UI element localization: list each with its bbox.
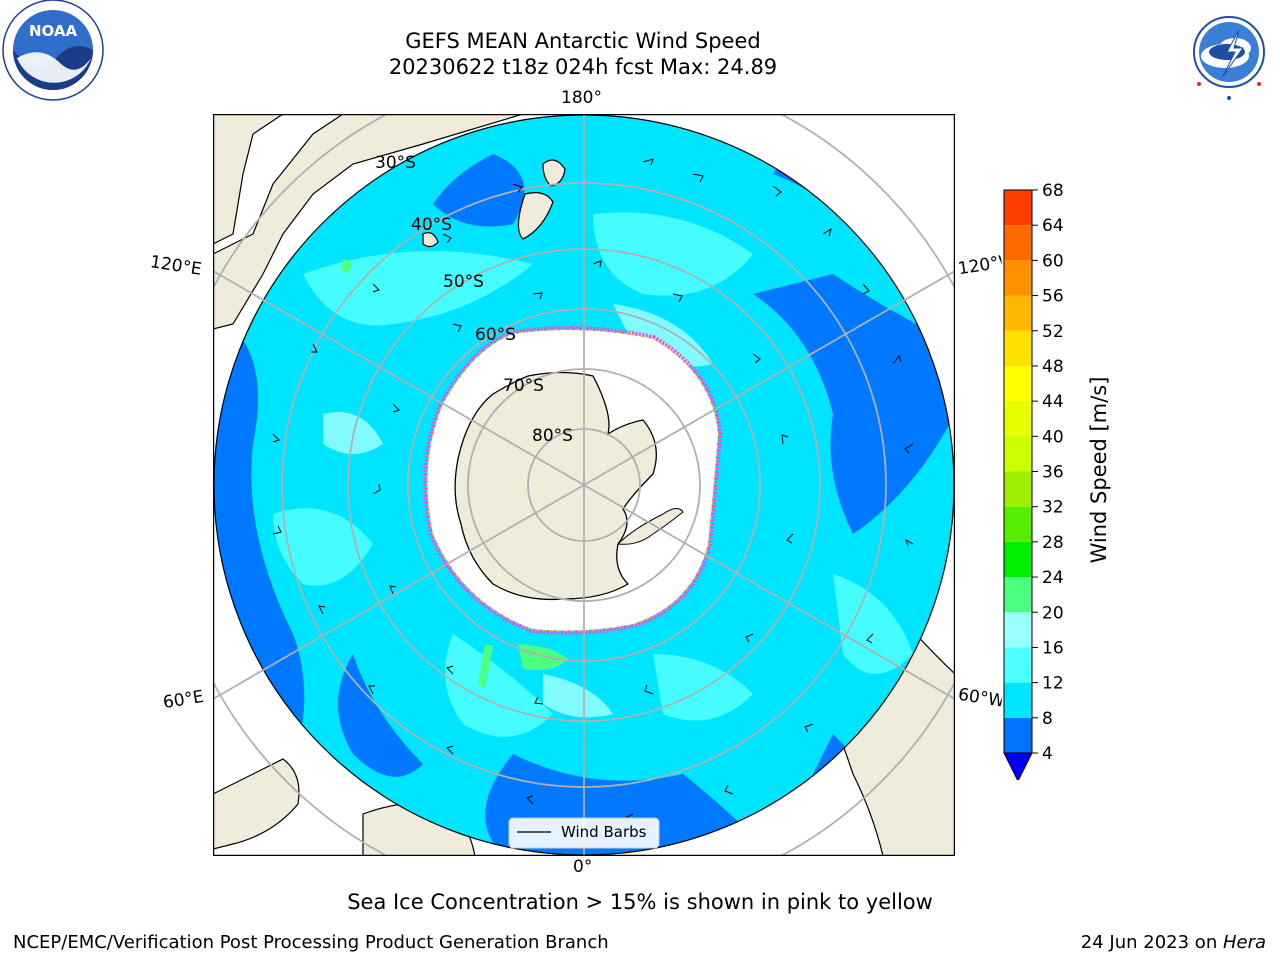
colorbar-block bbox=[1004, 295, 1032, 331]
lat-label-70: 70°S bbox=[503, 376, 544, 396]
colorbar-block bbox=[1004, 330, 1032, 366]
colorbar-tick-label: 64 bbox=[1042, 216, 1064, 236]
colorbar-tick-label: 8 bbox=[1042, 709, 1053, 729]
new-zealand bbox=[422, 159, 566, 248]
colorbar-tick-label: 60 bbox=[1042, 251, 1064, 271]
lon-label-120e: 120°E bbox=[148, 252, 203, 280]
sea-ice-note: Sea Ice Concentration > 15% is shown in … bbox=[347, 890, 933, 914]
nws-logo bbox=[1181, 4, 1277, 100]
colorbar-block bbox=[1004, 260, 1032, 296]
wind-barbs bbox=[272, 158, 914, 823]
colorbar-tick-label: 28 bbox=[1042, 533, 1064, 553]
colorbar-block bbox=[1004, 717, 1032, 753]
antarctica bbox=[454, 371, 657, 601]
lon-label-0: 0° bbox=[573, 857, 593, 877]
lat-label-40: 40°S bbox=[411, 215, 452, 235]
colorbar-block bbox=[1004, 190, 1032, 226]
noaa-logo-text: NOAA bbox=[29, 22, 78, 40]
colorbar-tick-label: 48 bbox=[1042, 357, 1064, 377]
colorbar-tick-label: 44 bbox=[1042, 392, 1064, 412]
footer-credit: NCEP/EMC/Verification Post Processing Pr… bbox=[13, 932, 609, 953]
colorbar-extend-arrow bbox=[1003, 752, 1033, 780]
colorbar-tick-label: 16 bbox=[1042, 638, 1064, 658]
polar-map: Wind Barbs 30°S 40°S 50°S 60°S 70°S 80°S bbox=[213, 114, 955, 856]
noaa-logo: NOAA bbox=[2, 0, 104, 101]
colorbar-tick-label: 40 bbox=[1042, 427, 1064, 447]
colorbar-block bbox=[1004, 436, 1032, 472]
lon-label-180: 180° bbox=[561, 88, 602, 108]
wind-barbs-legend: Wind Barbs bbox=[508, 817, 660, 849]
colorbar-tick-label: 4 bbox=[1042, 744, 1053, 764]
colorbar-tick-label: 12 bbox=[1042, 674, 1064, 694]
colorbar-block bbox=[1004, 541, 1032, 578]
colorbar-tick-label: 68 bbox=[1042, 181, 1064, 201]
lat-label-30: 30°S bbox=[375, 153, 416, 173]
legend-label: Wind Barbs bbox=[561, 823, 647, 841]
colorbar-tick-label: 52 bbox=[1042, 322, 1064, 342]
colorbar-block bbox=[1004, 612, 1032, 648]
colorbar-label: Wind Speed [m/s] bbox=[1087, 377, 1111, 564]
colorbar-block bbox=[1004, 577, 1032, 613]
colorbar-block bbox=[1004, 471, 1032, 507]
colorbar-tick-label: 24 bbox=[1042, 568, 1064, 588]
lon-label-60e: 60°E bbox=[161, 686, 206, 714]
lat-label-60: 60°S bbox=[475, 325, 516, 345]
footer-machine: Hera bbox=[1222, 932, 1266, 953]
colorbar-block bbox=[1004, 225, 1032, 261]
colorbar-blocks bbox=[1003, 189, 1033, 780]
map-title: GEFS MEAN Antarctic Wind Speed bbox=[405, 29, 761, 53]
lon-label-120w: 120°W bbox=[956, 252, 1004, 280]
colorbar-block bbox=[1004, 506, 1032, 542]
colorbar-tick-label: 36 bbox=[1042, 463, 1064, 483]
lat-label-80: 80°S bbox=[532, 426, 573, 446]
map-subtitle: 20230622 t18z 024h fcst Max: 24.89 bbox=[388, 55, 778, 79]
colorbar-tick-label: 56 bbox=[1042, 287, 1064, 307]
lat-label-50: 50°S bbox=[443, 272, 484, 292]
colorbar-block bbox=[1004, 682, 1032, 718]
colorbar-tick-label: 20 bbox=[1042, 603, 1064, 623]
colorbar-block bbox=[1004, 365, 1032, 402]
footer-date: 24 Jun 2023 on Hera bbox=[1081, 932, 1266, 953]
lon-label-60w: 60°W bbox=[956, 684, 1004, 712]
footer-date-text: 24 Jun 2023 on bbox=[1080, 932, 1223, 953]
colorbar-tick-label: 32 bbox=[1042, 498, 1064, 518]
colorbar-block bbox=[1004, 401, 1032, 437]
colorbar-block bbox=[1004, 647, 1032, 683]
